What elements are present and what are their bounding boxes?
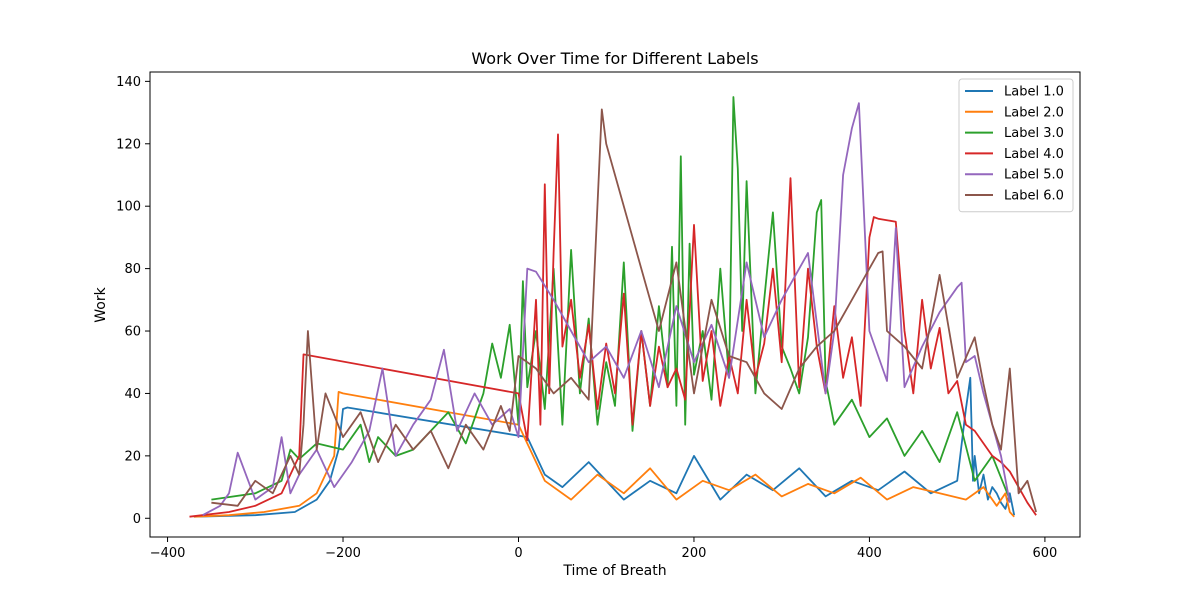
y-tick-label: 120 — [116, 137, 141, 152]
legend: Label 1.0 Label 2.0 Label 3.0 Label 4.0 Labe… — [958, 78, 1074, 213]
y-axis-label: Work — [93, 286, 109, 322]
x-tick-label: 0 — [514, 546, 522, 561]
legend-label: Label 4.0 — [1004, 147, 1064, 162]
series-line-5 — [202, 102, 1011, 516]
y-tick-label: 140 — [116, 75, 141, 90]
y-tick-label: 100 — [116, 200, 141, 215]
legend-label: Label 6.0 — [1004, 189, 1064, 204]
y-tick-label: 80 — [124, 262, 141, 277]
y-tick-label: 20 — [124, 449, 141, 464]
x-tick-label: 400 — [857, 546, 882, 561]
plot-frame — [149, 71, 1081, 538]
x-tick-label: 600 — [1032, 546, 1057, 561]
y-tick-label: 0 — [133, 512, 141, 527]
y-tick-label: 60 — [124, 325, 141, 340]
series-layer — [189, 96, 1037, 518]
x-tick-label: −200 — [325, 546, 361, 561]
legend-label: Label 3.0 — [1004, 126, 1064, 141]
x-tick-label: −400 — [150, 546, 186, 561]
x-axis-ticks: −400 −200 0 200 400 600 — [150, 537, 1057, 561]
series-line-2 — [193, 390, 1015, 518]
series-line-6 — [211, 108, 1037, 513]
chart-title: Work Over Time for Different Labels — [471, 49, 758, 68]
x-axis-label: Time of Breath — [562, 563, 666, 579]
legend-label: Label 5.0 — [1004, 168, 1064, 183]
y-tick-label: 40 — [124, 387, 141, 402]
x-tick-label: 200 — [682, 546, 707, 561]
legend-label: Label 1.0 — [1004, 85, 1064, 100]
plot-area — [149, 71, 1081, 538]
legend-label: Label 2.0 — [1004, 105, 1064, 120]
series-line-4 — [189, 133, 1037, 518]
y-axis-ticks: 0 20 40 60 80 100 120 140 — [116, 75, 150, 527]
